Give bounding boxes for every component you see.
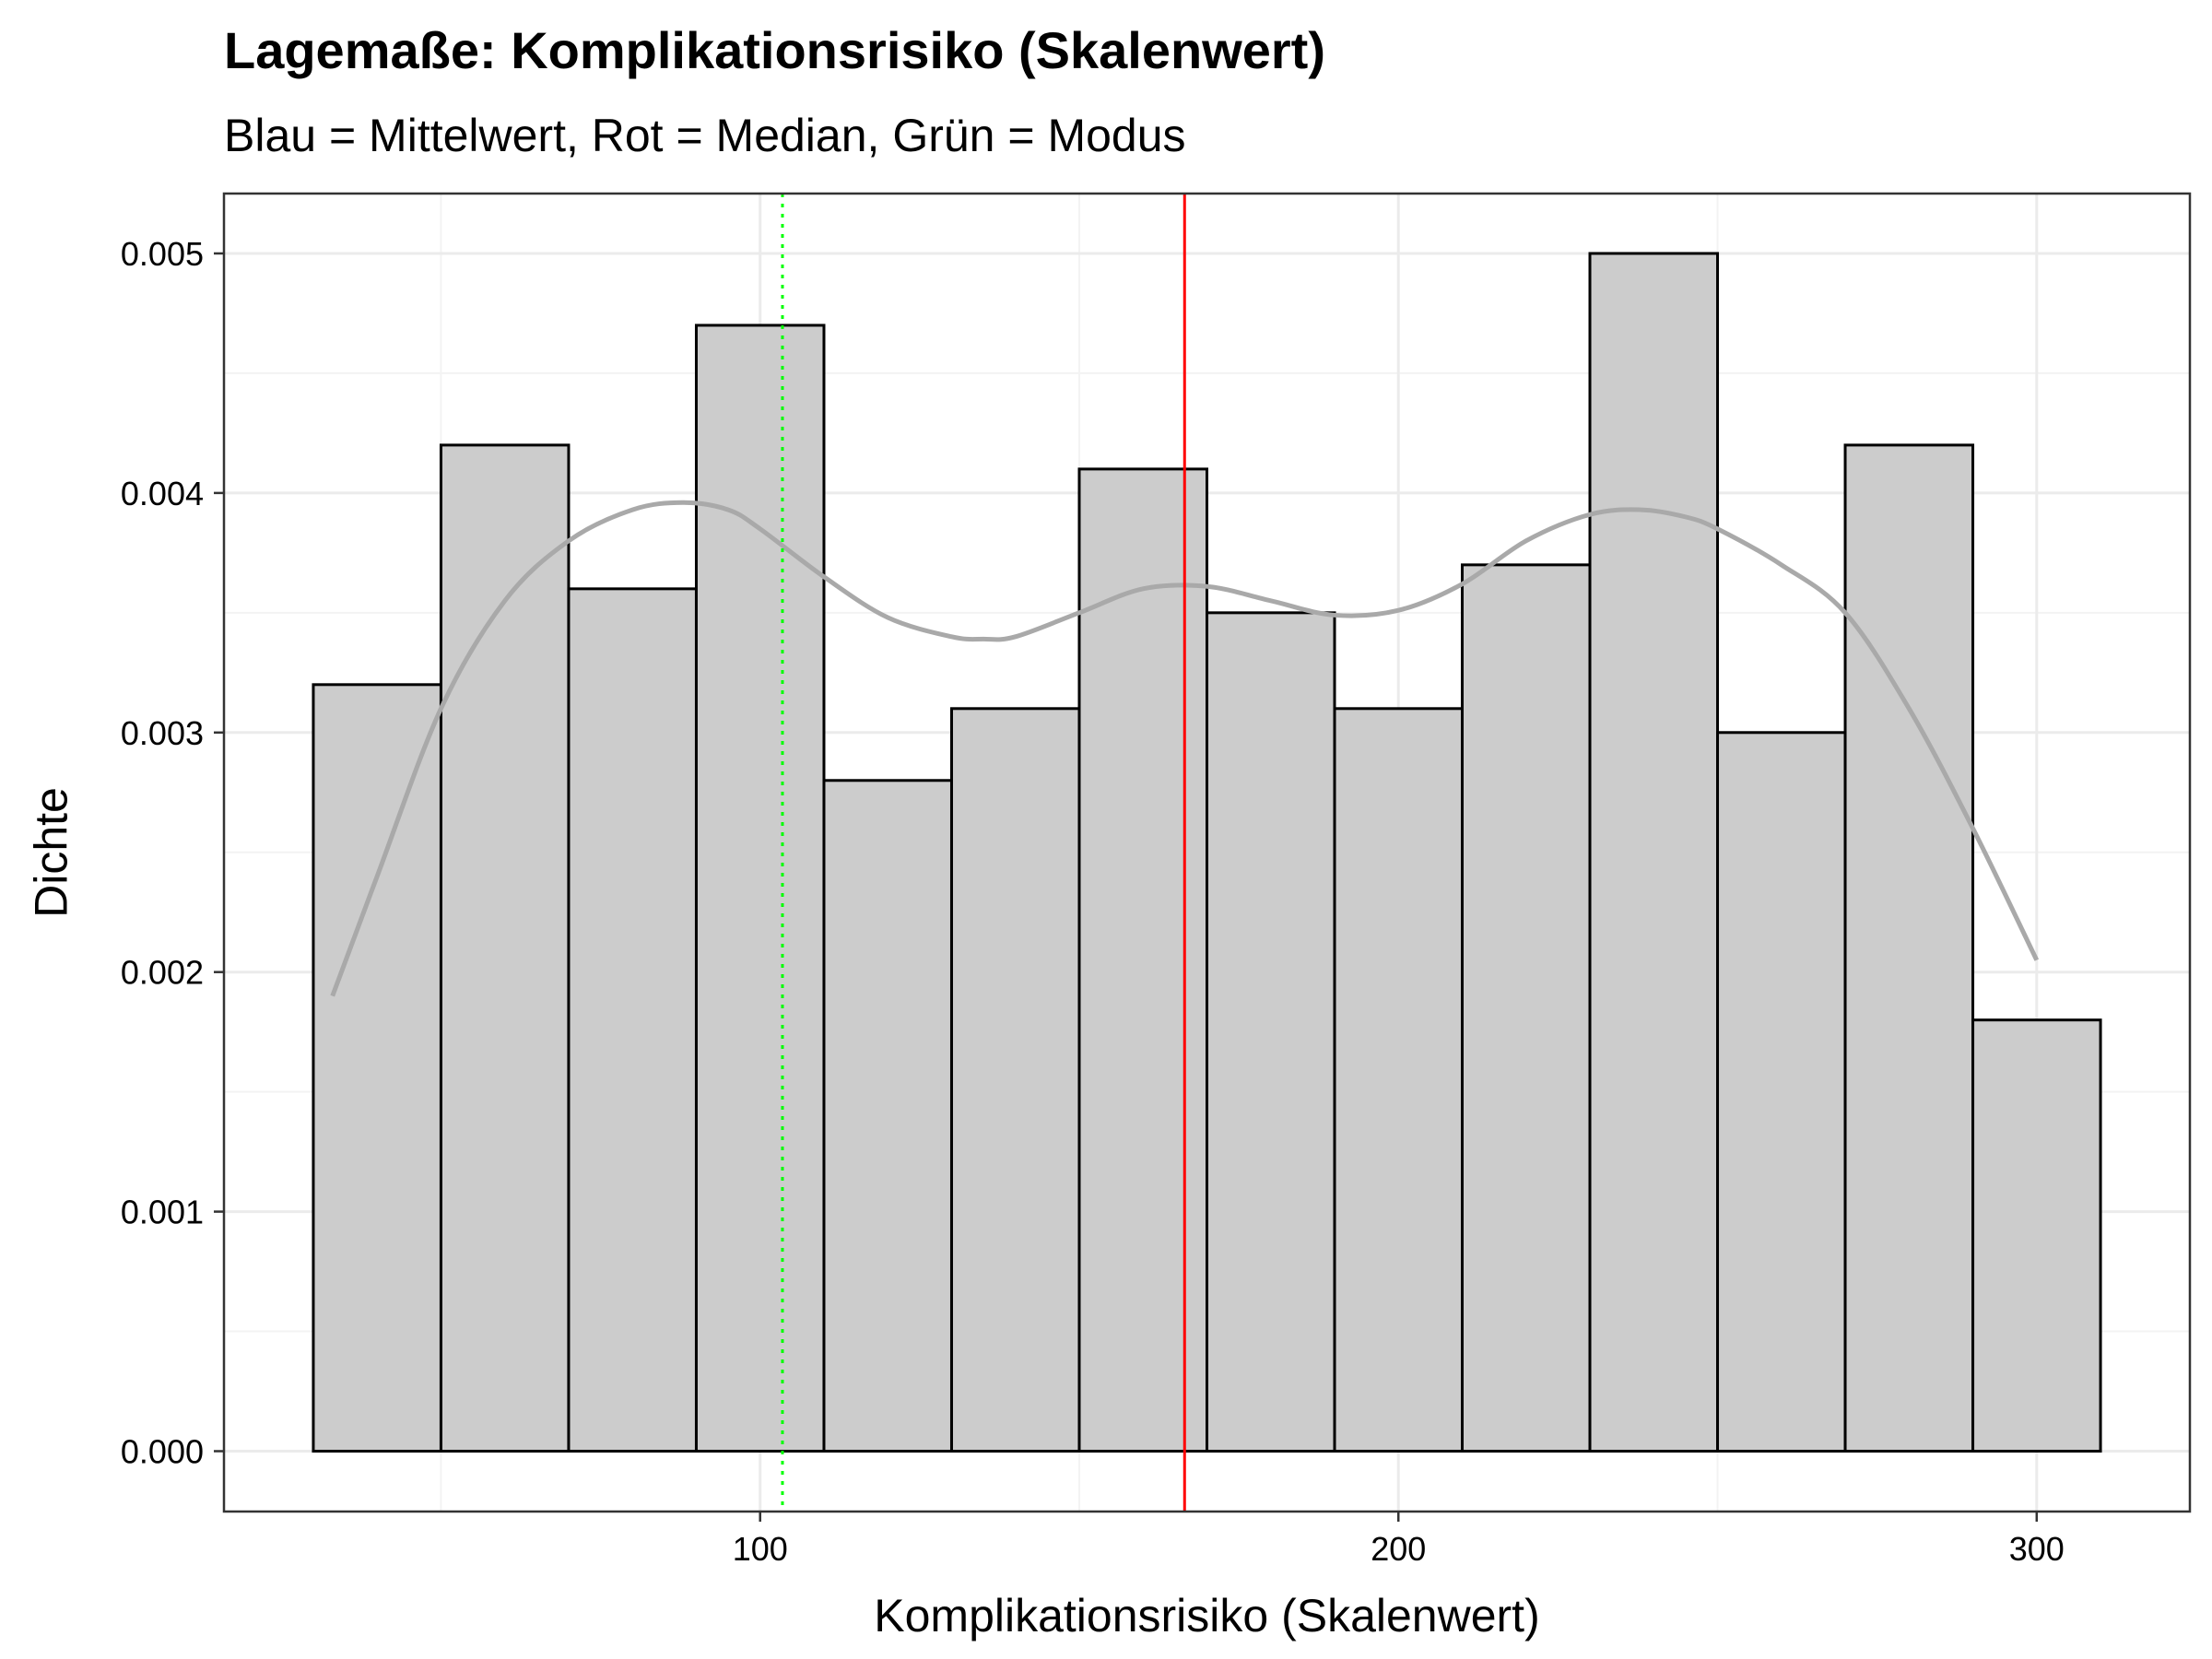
histogram-bar-6 bbox=[949, 707, 1081, 1453]
chart-subtitle: Blau = Mittelwert, Rot = Median, Grün = … bbox=[224, 110, 1186, 161]
panel-border bbox=[222, 192, 2192, 1513]
density-curve bbox=[330, 500, 2040, 997]
histogram-bar-1 bbox=[312, 683, 442, 1453]
x-axis-label: Komplikationsrisiko (Skalenwert) bbox=[874, 1590, 1539, 1641]
histogram-bar-7 bbox=[1077, 467, 1209, 1453]
histogram-bar-14 bbox=[1971, 1018, 2102, 1453]
y-tick-label: 0.000 bbox=[121, 1433, 204, 1471]
histogram-bar-8 bbox=[1206, 611, 1336, 1453]
histogram-bar-13 bbox=[1843, 443, 1975, 1453]
y-axis-label: Dichte bbox=[26, 787, 77, 918]
histogram-bar-2 bbox=[439, 443, 571, 1453]
y-tick-label: 0.002 bbox=[121, 954, 204, 992]
histogram-bar-12 bbox=[1716, 731, 1847, 1453]
x-tick-label: 300 bbox=[2009, 1530, 2065, 1568]
histogram-bars bbox=[312, 252, 2102, 1453]
y-tick-label: 0.004 bbox=[121, 475, 204, 512]
histogram-bar-11 bbox=[1588, 252, 1720, 1453]
y-tick-label: 0.003 bbox=[121, 714, 204, 752]
y-tick-label: 0.001 bbox=[121, 1194, 204, 1231]
x-tick-label: 200 bbox=[1371, 1530, 1426, 1568]
histogram-bar-9 bbox=[1333, 707, 1465, 1453]
histogram-bar-3 bbox=[567, 587, 698, 1453]
reference-lines bbox=[781, 194, 1186, 1512]
x-tick-label: 100 bbox=[733, 1530, 788, 1568]
histogram-bar-4 bbox=[694, 324, 826, 1453]
chart-title: Lagemaße: Komplikationsrisiko (Skalenwer… bbox=[224, 21, 1325, 79]
density-curve-layer bbox=[330, 500, 2040, 997]
histogram-bar-10 bbox=[1461, 563, 1592, 1453]
y-tick-label: 0.005 bbox=[121, 235, 204, 273]
axes: 100 200 300 0.000 0.001 0.002 0.003 0.004 0.005 bbox=[121, 192, 2192, 1568]
histogram-bar-5 bbox=[822, 779, 953, 1453]
